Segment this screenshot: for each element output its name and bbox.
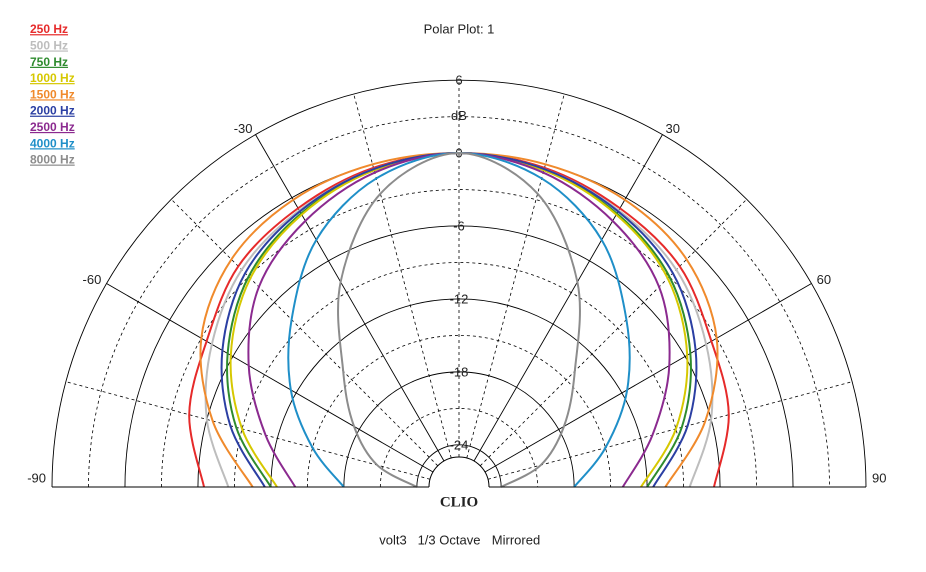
grid-ring [51, 79, 867, 488]
spoke [484, 283, 812, 473]
spoke [473, 134, 663, 462]
footer-text: Mirrored [492, 532, 540, 547]
minor-grid-ring [234, 262, 684, 488]
angle-tick-label: 30 [666, 121, 680, 136]
angle-tick-label: 60 [817, 272, 831, 287]
minor-grid-ring [161, 189, 757, 488]
legend-entry: 8000 Hz [30, 153, 75, 167]
radial-tick-label: -12 [450, 291, 469, 306]
angle-tick-label: -30 [234, 121, 253, 136]
radial-axis-label: dB [451, 108, 467, 123]
minor-spoke [170, 198, 439, 467]
angle-tick-label: -90 [27, 470, 46, 485]
minor-grid-ring [379, 408, 539, 488]
legend-entry: 4000 Hz [30, 136, 75, 150]
radial-tick-label: -18 [450, 364, 469, 379]
series-line [337, 151, 581, 488]
minor-spoke [353, 93, 452, 459]
spoke [106, 283, 434, 473]
angle-tick-label: -60 [83, 272, 102, 287]
radial-tick-label: -24 [450, 437, 469, 452]
minor-spoke [479, 198, 748, 467]
legend-entry: 2500 Hz [30, 120, 75, 134]
legend-entry: 250 Hz [30, 22, 68, 36]
spoke [255, 134, 445, 462]
radial-tick-label: 6 [455, 72, 462, 87]
footer-text: 1/3 Octave [418, 532, 481, 547]
minor-spoke [65, 381, 431, 480]
minor-spoke [487, 381, 853, 480]
chart-title: Polar Plot: 1 [424, 21, 495, 36]
minor-grid-ring [306, 335, 612, 488]
legend-entry: 1000 Hz [30, 71, 75, 85]
legend-entry: 500 Hz [30, 38, 68, 52]
angle-tick-label: 90 [872, 470, 886, 485]
brand: CLIO [440, 494, 478, 510]
inner-circle [428, 456, 490, 488]
grid-ring [416, 444, 502, 488]
radial-tick-label: -6 [453, 218, 465, 233]
minor-grid-ring [88, 116, 830, 488]
legend-entry: 750 Hz [30, 55, 68, 69]
legend-entry: 1500 Hz [30, 87, 75, 101]
grid-ring [270, 298, 648, 488]
footer-text: volt3 [379, 532, 406, 547]
minor-spoke [466, 93, 565, 459]
legend-entry: 2000 Hz [30, 104, 75, 118]
